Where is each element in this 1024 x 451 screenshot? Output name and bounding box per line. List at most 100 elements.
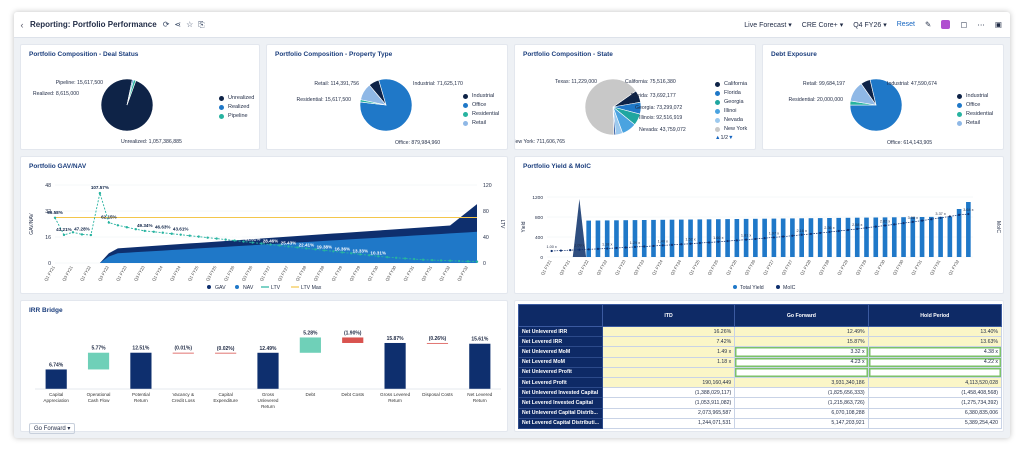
ltv-point: [296, 246, 299, 249]
moic-point: [726, 239, 729, 243]
yield-bar: [919, 217, 925, 257]
x-tick-label: Q3 FY21: [61, 264, 74, 282]
bridge-value-label: 15.87%: [387, 336, 405, 342]
legend-item: Retail: [463, 120, 499, 126]
top-bar: ‹ Reporting: Portfolio Performance ⟳ ⋖ ☆…: [14, 12, 1010, 38]
back-chevron-icon[interactable]: ‹: [20, 19, 24, 30]
row-label: Net Levered Capital Distributi...: [518, 417, 603, 429]
pie-slice: [849, 83, 877, 106]
forecast-dropdown[interactable]: Live Forecast ▾: [744, 21, 792, 29]
ltv-point: [332, 250, 335, 253]
bridge-bar: [215, 352, 237, 354]
row-label: Net Levered IRR: [518, 336, 603, 348]
table-cell: 6,070,108,288: [734, 407, 869, 419]
bridge-category-label: Credit Loss: [172, 398, 196, 403]
column-header[interactable]: Hold Period: [867, 304, 1003, 327]
legend-item: Office: [957, 102, 993, 108]
y-tick-label: 48: [45, 183, 51, 189]
moic-point: [920, 219, 924, 222]
ltv-point: [80, 233, 84, 236]
bridge-bar: [469, 343, 491, 389]
pie-slice: [360, 84, 387, 106]
moic-data-label: 2.36 x: [824, 226, 834, 230]
x-tick-label: Q1 FY23: [115, 264, 128, 282]
bridge-bar: [45, 369, 67, 389]
yield-bar: [697, 219, 703, 257]
irr-bridge-card: IRR Bridge 6.74% Capital Appreciation 5.77%…: [20, 300, 508, 434]
ltv-point: [430, 258, 434, 262]
table-row: Net Unlevered Invested Capital (1,388,029…: [518, 387, 1003, 399]
ltv-data-label: 10.31%: [370, 250, 386, 255]
moic-data-label: 1.66 x: [713, 236, 723, 240]
yield-bar: [827, 218, 832, 257]
more-icon[interactable]: ⋯: [977, 20, 985, 29]
table-cell: 4.22 x: [867, 356, 1003, 368]
slice-label: Unrealized: 1,057,386,885: [121, 139, 182, 145]
x-tick-label: Q1 FY26: [725, 258, 738, 276]
moic-point: [633, 245, 637, 249]
ltv-point: [242, 240, 245, 243]
x-tick-label: Q1 FY30: [366, 264, 379, 282]
ltv-data-label: 34.53%: [227, 235, 243, 240]
table-header-row: ITD Go Forward Hold Period: [518, 304, 1003, 327]
x-tick-label: Q1 FY27: [259, 264, 272, 282]
yield-bar: [678, 219, 684, 257]
moic-point: [550, 249, 553, 253]
card-title: IRR Bridge: [29, 307, 63, 314]
comment-icon[interactable]: ▢: [960, 20, 968, 29]
period-dropdown[interactable]: Q4 FY26 ▾: [853, 21, 887, 29]
moic-point: [902, 222, 905, 225]
table-row: Net Unlevered MoM 1.49 x 3.32 x 4.38 x: [518, 346, 1003, 358]
panel-icon[interactable]: ▣: [994, 20, 1002, 29]
table-cell: 190,160,449: [601, 376, 736, 389]
x-tick-label: Q3 FY31: [929, 258, 942, 276]
reset-button[interactable]: Reset: [896, 21, 916, 28]
x-tick-label: Q3 FY22: [97, 264, 110, 282]
ltv-point: [350, 252, 353, 255]
ltv-data-label: 46.63%: [155, 225, 171, 230]
slice-label: Residential: 15,617,500: [296, 97, 351, 103]
go-forward-dropdown[interactable]: Go Forward ▾: [29, 423, 76, 434]
moic-data-label: 2.58 x: [852, 223, 862, 227]
edit-icon[interactable]: ✎: [925, 20, 932, 29]
ltv-point: [116, 224, 120, 227]
moic-point: [930, 218, 933, 221]
yield-bar: [660, 219, 666, 257]
moic-point: [791, 234, 794, 237]
ltv-data-label: 37.56%: [209, 233, 225, 238]
table-cell: 16.26%: [601, 325, 736, 338]
ltv-point: [134, 228, 138, 231]
ltv-data-label: 62.15%: [101, 215, 117, 220]
yield-moic-card: Portfolio Yield & MoIC 1200 800 400 0 Yield M…: [514, 156, 1004, 294]
moic-point: [948, 215, 951, 218]
table-cell: [734, 366, 869, 378]
bookmark-icon[interactable]: ⎘: [198, 19, 205, 29]
legend-item: Illinoi: [715, 108, 747, 114]
legend-pager[interactable]: ▲ 1/2 ▼: [715, 135, 734, 141]
moic-point: [837, 229, 840, 233]
refresh-icon[interactable]: ⟳: [162, 19, 170, 29]
ltv-point: [278, 244, 281, 247]
scenario-dropdown[interactable]: CRE Core+ ▾: [801, 21, 844, 29]
x-tick-label: Q3 FY27: [277, 264, 290, 282]
app-icon[interactable]: [941, 20, 951, 29]
yield-moic-chart: 1200 800 400 0 Yield MoIC 1.00 x 1.09 x 1.18 x 1.…: [521, 195, 1001, 291]
yield-bar: [901, 217, 906, 257]
x-tick-label: Q3 FY26: [241, 264, 254, 282]
y-axis-label: GAV/NAV: [29, 213, 35, 235]
column-header[interactable]: [518, 304, 603, 327]
ltv-data-label: 28.46%: [263, 239, 279, 244]
column-header[interactable]: ITD: [601, 304, 736, 327]
moic-point: [698, 241, 701, 245]
row-label: Net Unlevered Invested Capital: [518, 387, 603, 399]
column-header[interactable]: Go Forward: [734, 304, 869, 327]
y-tick-label: 800: [535, 215, 543, 221]
ltv-data-label: 19.38%: [317, 244, 333, 249]
star-icon[interactable]: ☆: [186, 19, 194, 29]
yield-bar: [595, 220, 601, 257]
bridge-value-label: 12.51%: [132, 346, 150, 352]
slice-label: Retail: 99,684,197: [803, 81, 845, 87]
share-icon[interactable]: ⋖: [174, 19, 182, 29]
bridge-value-label: (0.26%): [429, 336, 447, 342]
